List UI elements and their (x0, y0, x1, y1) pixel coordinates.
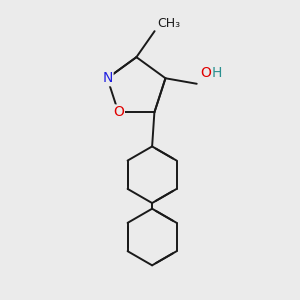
Text: H: H (212, 66, 222, 80)
Text: CH₃: CH₃ (157, 17, 180, 30)
Text: O: O (200, 66, 211, 80)
Text: N: N (102, 71, 112, 85)
Text: O: O (113, 106, 124, 119)
